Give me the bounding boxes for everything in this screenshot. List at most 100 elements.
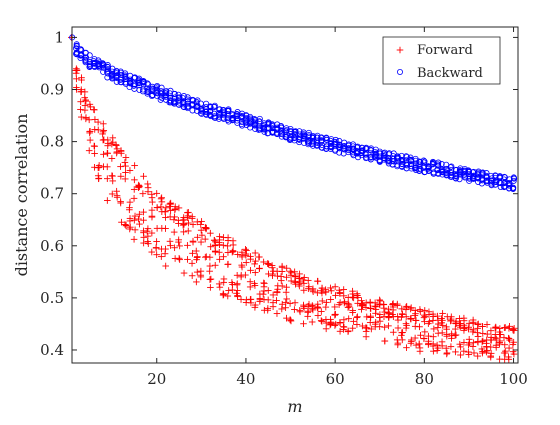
data-point-forward — [304, 313, 312, 320]
data-point-backward — [305, 139, 312, 146]
data-point-forward — [332, 292, 339, 299]
data-point-forward — [100, 127, 108, 134]
data-point-forward — [82, 115, 90, 123]
data-point-forward — [99, 128, 107, 136]
data-point-backward — [403, 153, 410, 160]
data-point-forward — [505, 344, 513, 352]
data-point-backward — [283, 131, 290, 138]
data-point-forward — [291, 278, 299, 285]
data-point-forward — [381, 337, 388, 345]
data-point-backward — [207, 107, 214, 114]
data-point-backward — [323, 136, 330, 143]
data-point-forward — [167, 242, 174, 249]
data-point-forward — [460, 347, 468, 355]
x-tick-label: 100 — [499, 370, 528, 388]
data-point-backward — [265, 121, 272, 128]
data-point-forward — [402, 303, 410, 311]
data-point-forward — [158, 253, 165, 260]
data-point-forward — [269, 303, 277, 310]
data-point-forward — [220, 253, 227, 261]
data-point-forward — [184, 209, 191, 217]
data-point-forward — [456, 340, 464, 348]
data-point-forward — [336, 290, 344, 297]
data-point-backward — [225, 106, 232, 113]
data-point-forward — [94, 118, 102, 126]
data-point-forward — [488, 336, 495, 344]
data-point-backward — [287, 125, 294, 132]
data-point-forward — [398, 336, 406, 344]
data-point-forward — [162, 245, 169, 253]
data-point-forward — [171, 206, 179, 214]
data-point-forward — [136, 210, 143, 218]
data-point-backward — [456, 176, 463, 183]
data-point-forward — [175, 254, 183, 262]
data-point-forward — [465, 336, 473, 343]
data-point-forward — [126, 198, 134, 206]
data-point-forward — [94, 172, 102, 180]
data-point-forward — [179, 221, 187, 229]
data-point-forward — [224, 260, 232, 268]
data-point-forward — [162, 225, 169, 232]
data-point-forward — [407, 305, 414, 313]
data-point-backward — [203, 111, 210, 118]
forward-series — [68, 34, 518, 363]
data-point-forward — [318, 318, 326, 325]
data-point-forward — [140, 208, 147, 216]
data-point-forward — [336, 327, 344, 335]
data-point-forward — [126, 225, 134, 233]
data-point-backward — [457, 170, 464, 177]
data-point-forward — [212, 238, 219, 246]
data-point-backward — [381, 149, 388, 156]
data-point-backward — [278, 133, 285, 140]
data-point-forward — [411, 312, 419, 319]
data-point-forward — [376, 317, 384, 325]
data-point-forward — [184, 256, 191, 263]
data-point-forward — [246, 278, 254, 286]
data-point-forward — [90, 106, 98, 113]
data-point-forward — [344, 327, 352, 335]
data-point-backward — [355, 154, 362, 161]
legend-marker — [396, 69, 403, 76]
data-point-forward — [203, 253, 210, 260]
data-point-forward — [193, 268, 201, 276]
data-point-forward — [474, 338, 482, 346]
data-point-forward — [439, 317, 446, 324]
data-point-forward — [372, 320, 379, 328]
data-point-forward — [368, 325, 375, 333]
data-point-forward — [145, 240, 152, 247]
data-point-forward — [193, 278, 200, 286]
data-point-forward — [260, 283, 268, 291]
data-point-forward — [219, 291, 227, 299]
x-tick-label: 20 — [147, 370, 166, 388]
data-point-forward — [251, 249, 259, 257]
data-point-forward — [470, 349, 478, 357]
data-point-forward — [425, 311, 433, 318]
data-point-forward — [184, 242, 191, 249]
data-point-forward — [510, 338, 517, 346]
data-point-forward — [171, 213, 178, 221]
x-tick-label: 80 — [415, 370, 434, 388]
data-point-backward — [434, 162, 441, 169]
data-point-forward — [451, 332, 459, 339]
legend-box — [382, 36, 501, 85]
data-point-forward — [108, 190, 116, 198]
data-point-forward — [331, 311, 339, 319]
data-point-forward — [100, 150, 107, 158]
data-point-forward — [153, 238, 160, 245]
data-point-forward — [457, 351, 464, 359]
data-point-forward — [268, 264, 276, 271]
data-point-forward — [121, 221, 129, 228]
x-tick-label: 60 — [326, 370, 345, 388]
data-point-forward — [407, 315, 415, 322]
data-point-forward — [353, 314, 361, 321]
data-point-forward — [148, 206, 156, 214]
data-point-forward — [394, 339, 402, 347]
data-point-forward — [460, 339, 468, 346]
data-point-forward — [189, 221, 197, 228]
data-point-forward — [309, 302, 316, 309]
data-point-forward — [153, 204, 161, 211]
data-point-backward — [420, 157, 427, 164]
data-point-backward — [211, 103, 218, 110]
data-point-forward — [278, 282, 286, 290]
data-point-forward — [331, 303, 339, 311]
